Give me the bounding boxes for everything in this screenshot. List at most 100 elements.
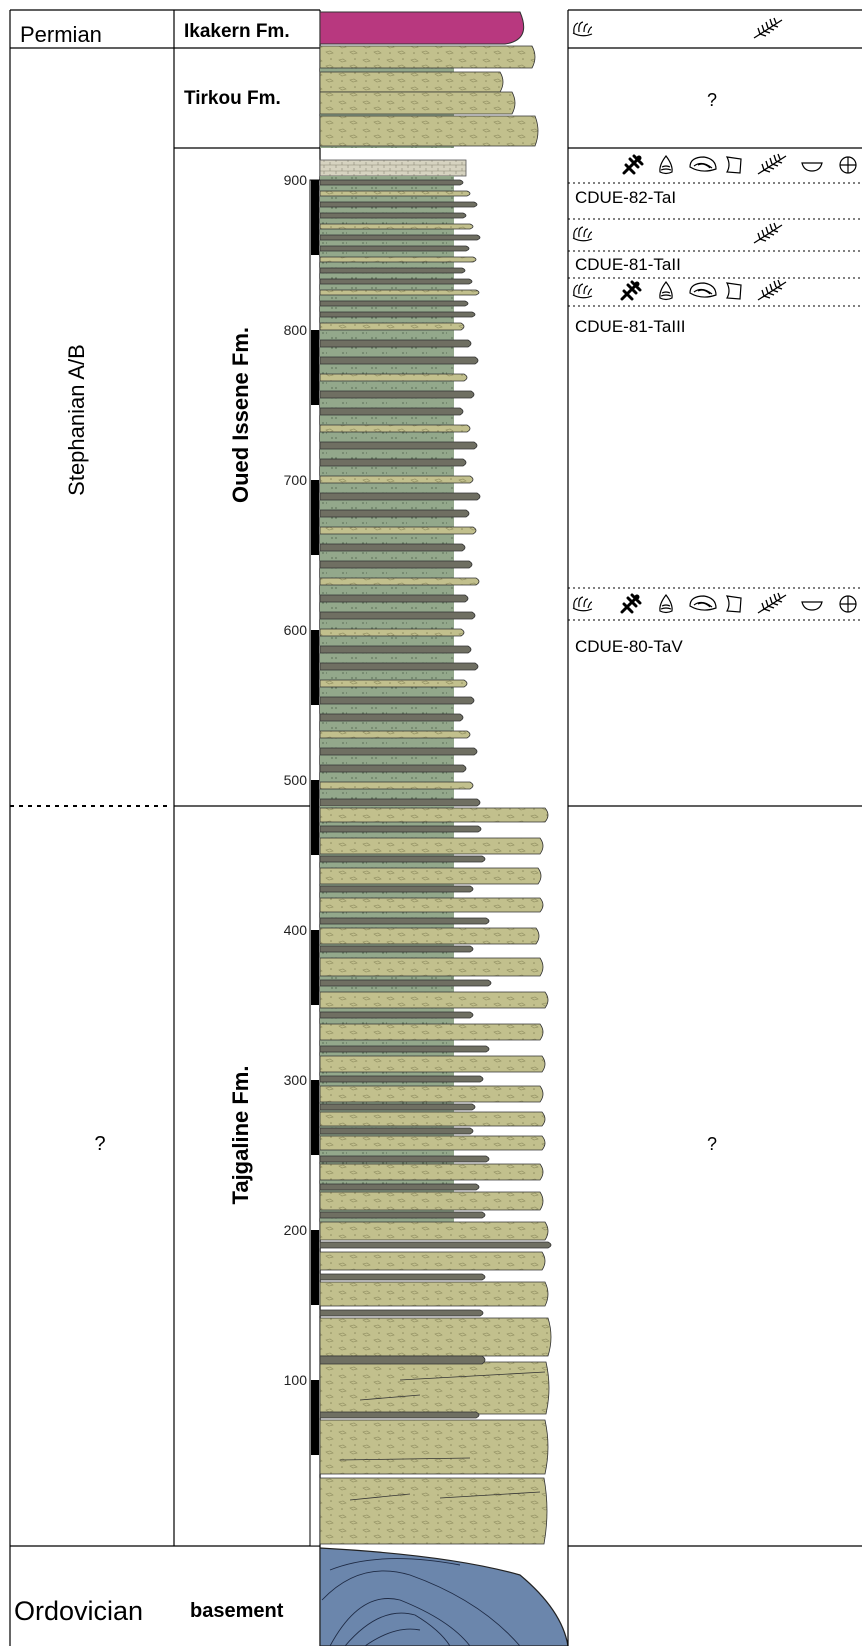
site-label-cdue-80-tav: CDUE-80-TaV [575, 637, 683, 656]
scale-block [311, 1080, 319, 1155]
tajgaline-fossil-unknown: ? [707, 1134, 717, 1154]
fish-scale-icon [725, 595, 742, 613]
bed [319, 1055, 546, 1073]
bed [319, 201, 478, 208]
bed [319, 1281, 549, 1307]
depth-tick-label: 100 [284, 1372, 308, 1388]
gastropod-icon [659, 155, 673, 175]
bed [319, 458, 467, 467]
bed [319, 730, 471, 739]
bed [319, 1355, 486, 1365]
bed [319, 594, 469, 603]
lithologic-column [319, 10, 569, 1646]
bed [319, 492, 481, 501]
bed [319, 223, 474, 230]
insect-icon [622, 154, 644, 175]
depth-tick-label: 600 [284, 622, 308, 638]
bed [319, 979, 492, 987]
depth-tick-label: 200 [284, 1222, 308, 1238]
tajgaline-layers [319, 806, 552, 1545]
basement-layer [319, 1547, 569, 1646]
fish-scale-icon [725, 282, 742, 300]
ostracod-icon [801, 601, 823, 611]
ordovician-label: Ordovician [14, 1596, 143, 1626]
depth-scale: 900 800 700 600 500 400 300 200 100 [284, 172, 321, 1547]
bed [319, 1241, 552, 1249]
bed [319, 1011, 474, 1019]
bed [319, 696, 475, 705]
spore-icon [839, 595, 857, 613]
ostracod-icon [801, 162, 823, 172]
bed [319, 628, 465, 637]
bed [319, 837, 544, 855]
bed [319, 311, 476, 318]
bed [319, 1273, 486, 1281]
bed [319, 71, 504, 93]
site-label-cdue-82-tai: CDUE-82-TaI [575, 188, 676, 207]
bed [319, 1127, 474, 1135]
tirkou-layers [319, 45, 539, 148]
fish-scale-icon [725, 156, 742, 174]
gastropod-icon [659, 281, 673, 301]
bed [319, 867, 542, 885]
footprint-icon [572, 596, 593, 612]
bed [319, 407, 464, 416]
bed [319, 577, 480, 586]
scale-block [311, 180, 319, 255]
bed [319, 322, 465, 331]
bed [319, 991, 549, 1009]
bed [319, 807, 549, 823]
bed [319, 289, 480, 296]
depth-tick-label: 800 [284, 322, 308, 338]
bed [319, 1075, 484, 1083]
bed [319, 91, 516, 115]
bed [319, 245, 470, 252]
bed [319, 945, 474, 953]
bed [319, 781, 474, 790]
bed [319, 1211, 486, 1219]
scale-block [311, 1230, 319, 1305]
bivalve-icon [689, 156, 717, 172]
bed [319, 1411, 480, 1419]
scale-block [311, 1380, 319, 1455]
site-label-cdue-81-taiii: CDUE-81-TaIII [575, 317, 686, 336]
bed [319, 764, 467, 773]
oued-issene-layers [319, 176, 481, 807]
site-label-cdue-81-taii: CDUE-81-TaII [575, 255, 681, 274]
bed [319, 917, 490, 925]
bed [319, 1251, 546, 1271]
scale-block [311, 630, 319, 705]
depth-tick-label: 300 [284, 1072, 308, 1088]
tirkou-formation-label: Tirkou Fm. [184, 88, 281, 109]
gastropod-icon [659, 594, 673, 614]
bed [319, 190, 471, 197]
bed [319, 1191, 544, 1211]
stephanian-label: Stephanian A/B [64, 344, 89, 496]
bivalve-icon [689, 595, 717, 611]
scale-block [311, 780, 319, 855]
ikakern-layer [319, 11, 525, 45]
plant-frond-icon [757, 592, 787, 614]
bed [319, 825, 482, 833]
bed [319, 885, 474, 893]
insect-icon [620, 593, 642, 614]
bed [319, 339, 472, 348]
bed [319, 1221, 549, 1241]
bed [319, 1155, 490, 1163]
bed [319, 957, 544, 977]
depth-tick-label: 400 [284, 922, 308, 938]
bed [319, 1317, 552, 1357]
bed [319, 475, 474, 484]
fossil-panel: ? ? CDUE-82-TaI CDUE-81-TaII CDUE-81-TaI… [567, 9, 862, 1646]
bed [319, 662, 479, 671]
bed [319, 679, 468, 688]
bed [319, 256, 477, 263]
bed [319, 179, 464, 186]
bed [319, 1111, 546, 1127]
bed [319, 543, 466, 552]
footprint-icon [572, 21, 593, 37]
bed [319, 645, 472, 654]
bed [319, 234, 481, 241]
bed [319, 390, 475, 399]
bed [319, 115, 539, 147]
